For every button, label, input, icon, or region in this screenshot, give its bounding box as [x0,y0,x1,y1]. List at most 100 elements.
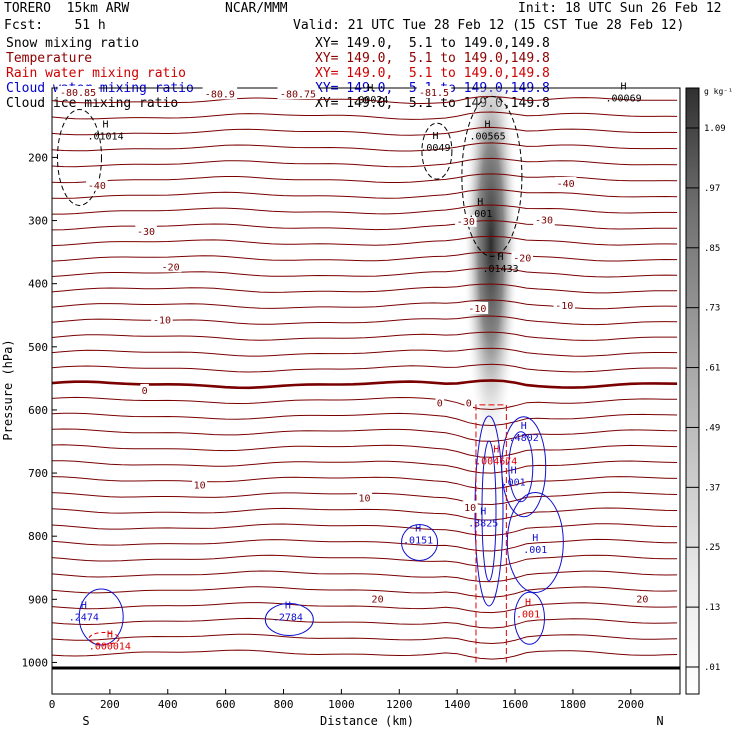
maximum-marker: H [432,131,438,142]
cloud-water-contour [78,588,124,646]
isotherm-line [52,507,678,521]
isotherm-label-bg [554,176,577,189]
colorbar-tick-label: .01 [704,663,720,673]
field-rain-name: Rain water mixing ratio [6,66,187,81]
colorbar-tick-label: .61 [704,364,720,374]
x-tick-label: 0 [49,698,56,711]
isotherm-label-bg [159,260,182,273]
x-tick-label: 600 [216,698,236,711]
colorbar-tick-label: 1.09 [704,124,726,134]
isotherm-line [52,412,678,427]
isotherm-label-bg [202,87,238,100]
maximum-value-label: .2474 [69,613,99,624]
isotherm-label: 20 [636,594,648,605]
maximum-marker: H [511,465,517,476]
cloud-ice-contour [421,122,453,180]
colorbar-unit: g kg⁻¹ [704,87,733,96]
maximum-value-label: .001 [468,209,492,220]
isotherm-line [52,267,678,278]
x-tick-label: 1400 [444,698,471,711]
isotherm-label: -30 [137,227,155,238]
isotherm-label-bg [466,301,489,314]
isotherm-label: -30 [457,217,475,228]
colorbar-tick-label: .49 [704,423,720,433]
maximum-marker: H [521,421,527,432]
rain-water-contour [88,631,120,645]
isotherm-line [52,523,678,537]
isotherm-label: 0 [142,386,148,397]
isotherm-label-bg [357,491,373,504]
isotherm-line [52,126,678,136]
colorbar-tick-label: .37 [704,483,720,493]
maximum-value-label: .2784 [273,613,303,624]
isotherm-line [52,204,678,215]
isotherm-label: -81.5 [419,88,449,99]
isotherm-label-bg [192,478,208,491]
field-snow-name: Snow mixing ratio [6,36,140,51]
isotherm-label: 10 [194,481,206,492]
maximum-value-label: .00024 [352,95,388,106]
maximum-value-label: .4802 [509,433,539,444]
isotherm-label-bg [140,384,149,396]
model-title: TORERO 15km ARW [4,1,130,16]
field-temperature-xy: XY= 149.0, 5.1 to 149.0,149.8 [315,51,550,66]
isotherm-line [52,476,678,490]
y-tick-label: 600 [28,404,48,417]
isotherm-line [52,379,678,390]
isotherm-label: -80.85 [60,88,96,99]
maximum-marker: H [485,120,491,131]
field-snow-xy: XY= 149.0, 5.1 to 149.0,149.8 [315,36,550,51]
isotherm-line [52,173,678,184]
isotherm-label-bg [86,178,108,191]
isotherm-line [52,617,678,629]
isotherm-label: -20 [513,253,531,264]
isotherm-label: -10 [153,315,171,326]
x-end-north: N [656,714,663,728]
isotherm-label-bg [553,298,575,311]
cloud-water-contour [401,524,439,561]
maximum-marker: H [285,601,291,612]
cloud-water-contour [264,603,314,637]
y-tick-label: 900 [28,593,48,606]
cloud-water-contour [481,440,497,582]
x-axis-title: Distance (km) [320,714,414,728]
x-tick-label: 1800 [560,698,587,711]
maximum-marker: H [493,445,499,456]
colorbar-tick-label: .73 [704,304,720,314]
field-rain-xy: XY= 149.0, 5.1 to 149.0,149.8 [315,66,550,81]
isotherm-label: -80.9 [205,89,235,100]
isotherm-label-bg [464,396,473,409]
maximum-value-label: .001 [502,477,526,488]
isotherm-line [52,428,678,442]
cloud-ice-contour [56,108,102,206]
cloud-water-contour [506,492,564,593]
cloud-water-contour [501,416,547,518]
maximum-value-label: .01433 [483,264,519,275]
maximum-marker: H [480,506,486,517]
y-tick-label: 1000 [22,656,49,669]
isotherm-label-bg [634,592,650,605]
isotherm-label-bg [135,224,157,237]
y-tick-label: 300 [28,215,48,228]
x-tick-label: 1600 [502,698,529,711]
isotherm-line [52,157,678,168]
isotherm-label: -10 [468,304,486,315]
colorbar-tick-label: .97 [704,184,720,194]
x-tick-label: 800 [274,698,294,711]
isotherm-label: 20 [372,594,384,605]
maximum-marker: H [498,252,504,263]
colorbar-tick-label: .85 [704,244,720,254]
isotherm-line [52,283,678,294]
isotherm-line [52,460,678,474]
cloud-water-contour [508,431,534,503]
isotherm-label: 10 [464,503,476,514]
isotherm-label-bg [455,214,477,227]
isotherm-line [52,235,678,247]
x-tick-label: 400 [158,698,178,711]
maximum-marker: H [415,524,421,535]
isotherm-line [52,538,678,552]
valid-time: Valid: 21 UTC Tue 28 Feb 12 (15 CST Tue … [293,18,685,33]
isotherm-line [52,633,678,645]
isotherm-line [52,570,678,583]
